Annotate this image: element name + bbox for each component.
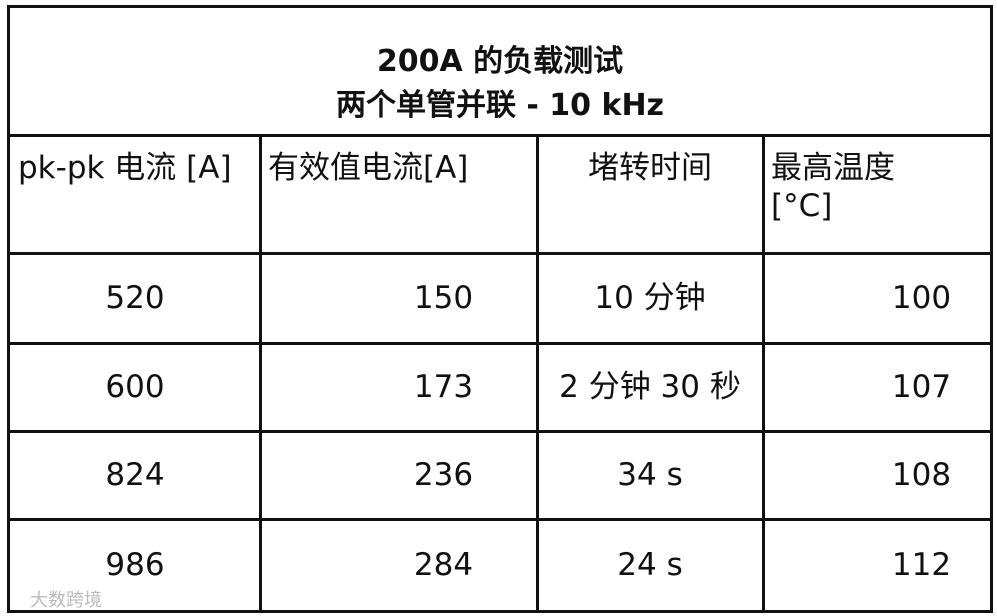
table-cell: 24 s <box>617 546 683 583</box>
column-divider <box>259 135 262 610</box>
table-cell: 100 <box>891 280 952 316</box>
row-divider <box>10 518 990 521</box>
row-divider <box>10 134 990 137</box>
table-cell: 600 <box>105 369 165 405</box>
table-cell: 10 分钟 <box>594 280 706 316</box>
table-title: 200A 的负载测试 两个单管并联 - 10 kHz <box>10 40 990 128</box>
table-cell: 520 <box>105 280 165 316</box>
table-cell: 150 <box>413 280 474 316</box>
table-cell: 824 <box>105 457 165 493</box>
header-cell: pk-pk 电流 [A] <box>18 150 232 186</box>
table-cell: 2 分钟 30 秒 <box>559 369 741 405</box>
table-cell: 173 <box>413 369 474 405</box>
table-cell: 108 <box>891 457 952 493</box>
row-divider <box>10 430 990 433</box>
row-divider <box>10 342 990 345</box>
table-cell: 112 <box>891 546 952 583</box>
table-frame <box>7 5 993 613</box>
table-cell: 986 <box>105 546 165 583</box>
title-line: 两个单管并联 - 10 kHz <box>335 88 665 123</box>
header-cell: 最高温度 [°C] <box>771 150 895 224</box>
title-line: 200A 的负载测试 <box>376 44 624 79</box>
header-cell: 有效值电流[A] <box>268 150 469 186</box>
table-cell: 107 <box>891 369 952 405</box>
watermark: 大数跨境 <box>30 590 102 611</box>
table-cell: 236 <box>413 457 474 493</box>
column-divider <box>762 135 765 610</box>
table-cell: 284 <box>413 546 474 583</box>
column-divider <box>536 135 539 610</box>
header-cell: 堵转时间 <box>588 150 712 186</box>
row-divider <box>10 252 990 255</box>
table-cell: 34 s <box>617 457 683 493</box>
